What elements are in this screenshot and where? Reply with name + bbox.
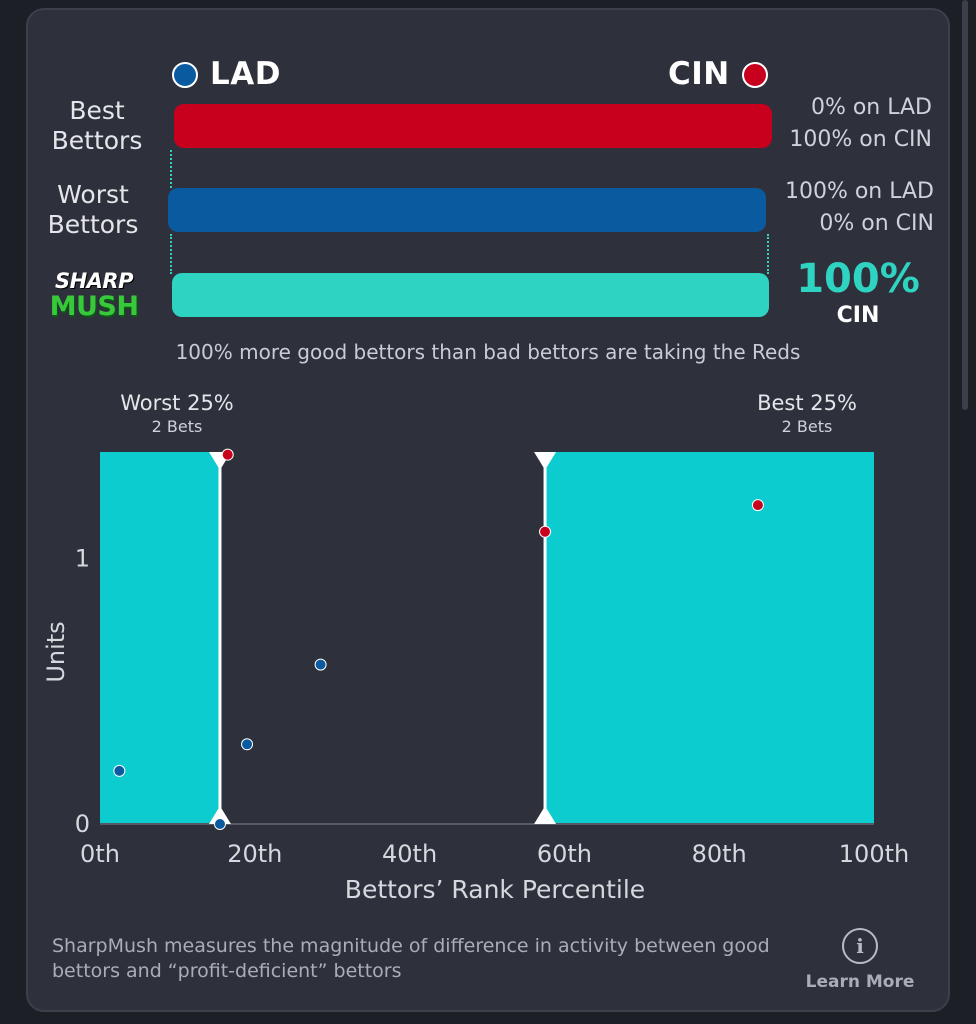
threshold-handle-bottom-1[interactable] (534, 806, 557, 824)
x-tick-label: 60th (537, 840, 592, 868)
team-left-abbr: LAD (210, 56, 281, 92)
scrollbar[interactable] (962, 0, 968, 410)
lad-team-dot (172, 62, 198, 88)
best-zone-label: Best 25% 2 Bets (757, 391, 857, 436)
x-tick-label: 0th (80, 840, 120, 868)
point-lad-2 (241, 738, 254, 751)
learn-more-button[interactable]: i Learn More (800, 928, 920, 992)
point-lad-1 (213, 818, 226, 830)
worst-bettors-split: 100% on LAD 0% on CIN (784, 179, 934, 236)
point-cin-0 (221, 448, 234, 461)
x-tick-label: 100th (839, 840, 909, 868)
team-right-abbr: CIN (668, 56, 730, 92)
x-axis-label: Bettors’ Rank Percentile (345, 875, 645, 904)
summary-text: 100% more good bettors than bad bettors … (175, 340, 801, 364)
y-axis-label: Units (42, 621, 70, 682)
best-bettors-label: Best Bettors (51, 96, 143, 155)
worst-bettors-bar (168, 188, 766, 232)
point-lad-0 (113, 764, 126, 777)
footer-description: SharpMush measures the magnitude of diff… (52, 935, 770, 982)
shaded-zone-1 (545, 452, 874, 824)
point-cin-1 (539, 525, 552, 538)
connector-right-lower (767, 234, 769, 274)
x-tick-label: 40th (382, 840, 437, 868)
cin-team-dot (742, 62, 768, 88)
threshold-handle-bottom-0[interactable] (208, 806, 231, 824)
y-tick-label: 0 (75, 810, 90, 838)
point-lad-3 (314, 658, 327, 671)
threshold-handle-top-1[interactable] (534, 452, 557, 470)
x-tick-label: 20th (227, 840, 282, 868)
shaded-zone-0 (100, 452, 220, 824)
worst-bettors-label: Worst Bettors (47, 180, 139, 239)
sharpmush-bar (172, 273, 769, 317)
best-bettors-bar (174, 104, 772, 148)
x-tick-label: 80th (692, 840, 747, 868)
connector-left-upper (170, 150, 172, 188)
info-icon: i (842, 928, 878, 964)
point-cin-2 (751, 499, 764, 512)
worst-zone-label: Worst 25% 2 Bets (120, 391, 234, 436)
connector-left-lower (170, 234, 172, 274)
sharpmush-logo: SHARP MUSH (49, 269, 139, 322)
best-bettors-split: 0% on LAD 100% on CIN (789, 95, 932, 152)
sharpmush-percent: 100% (796, 256, 920, 302)
y-tick-label: 1 (75, 544, 90, 572)
learn-more-label: Learn More (805, 972, 915, 992)
sharpmush-team: CIN (836, 303, 880, 328)
